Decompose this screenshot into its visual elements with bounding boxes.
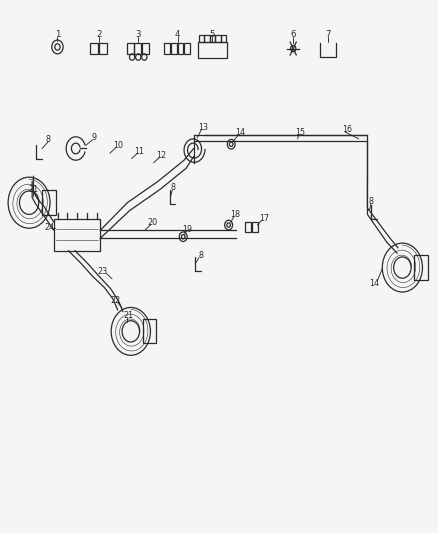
Text: 6: 6 <box>290 30 296 39</box>
Bar <box>164 43 170 54</box>
Bar <box>184 43 190 54</box>
Text: 4: 4 <box>175 30 180 39</box>
Text: 5: 5 <box>210 30 215 39</box>
Bar <box>42 190 57 215</box>
Bar <box>143 319 156 343</box>
Bar <box>245 222 251 232</box>
Text: 18: 18 <box>230 210 240 219</box>
Text: 21: 21 <box>123 311 133 320</box>
Bar <box>177 43 183 54</box>
Text: 16: 16 <box>342 125 352 134</box>
Text: 22: 22 <box>110 296 120 305</box>
Text: 20: 20 <box>148 218 158 227</box>
Text: 8: 8 <box>368 197 374 206</box>
Text: 14: 14 <box>235 128 245 137</box>
Text: 9: 9 <box>91 133 96 142</box>
Text: 8: 8 <box>46 135 50 144</box>
Text: 15: 15 <box>296 127 306 136</box>
Bar <box>205 35 210 42</box>
Text: 10: 10 <box>113 141 123 150</box>
Bar <box>90 43 98 54</box>
Bar <box>99 43 106 54</box>
Text: 12: 12 <box>156 151 166 160</box>
Bar <box>414 255 428 280</box>
Text: 14: 14 <box>369 279 379 288</box>
Bar <box>127 43 134 54</box>
Bar <box>215 35 220 42</box>
Text: 2: 2 <box>96 30 102 39</box>
Text: 11: 11 <box>134 147 145 156</box>
Bar <box>210 35 215 42</box>
Bar <box>54 219 100 251</box>
Text: 21: 21 <box>28 185 39 195</box>
Text: 7: 7 <box>325 30 331 39</box>
Bar <box>171 43 177 54</box>
Text: 1: 1 <box>55 30 60 39</box>
Bar <box>134 43 141 54</box>
Bar <box>199 35 204 42</box>
Bar <box>252 222 258 232</box>
Text: 19: 19 <box>183 225 193 235</box>
Text: 17: 17 <box>259 214 269 223</box>
Bar <box>198 42 227 58</box>
Text: 24: 24 <box>45 223 55 232</box>
Text: 23: 23 <box>97 268 107 276</box>
Text: 8: 8 <box>198 251 203 260</box>
Text: 3: 3 <box>135 30 141 39</box>
Bar <box>142 43 148 54</box>
Bar <box>221 35 226 42</box>
Text: 13: 13 <box>198 123 208 132</box>
Text: 8: 8 <box>171 183 176 192</box>
